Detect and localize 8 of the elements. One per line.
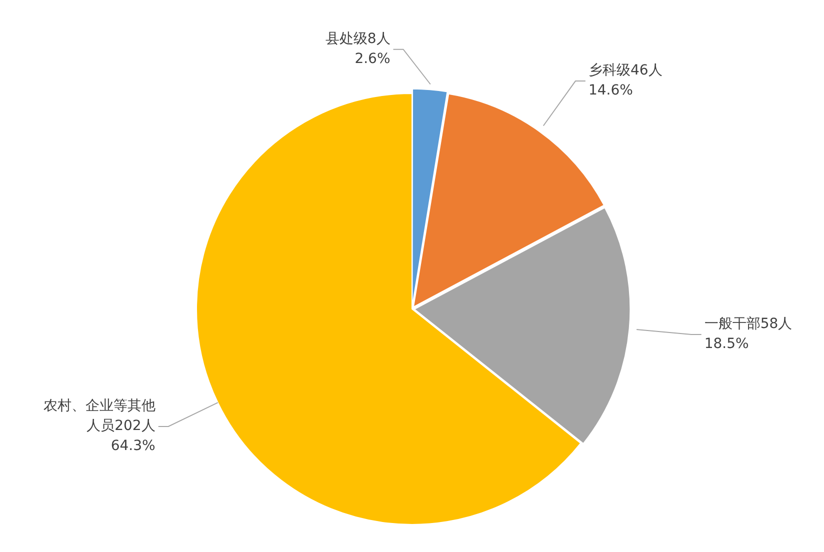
data-label: 18.5% bbox=[704, 336, 749, 352]
data-label: 14.6% bbox=[588, 82, 633, 99]
data-label: 2.6% bbox=[354, 51, 390, 68]
slice-label: 一般干部58人 bbox=[704, 316, 792, 332]
data-label: 64.3% bbox=[110, 438, 156, 454]
slice-label: 农村、企业等其他人员202人 bbox=[43, 398, 156, 434]
slice-label: 县处级8人 bbox=[325, 31, 390, 48]
slice-label: 乡科级46人 bbox=[588, 62, 662, 79]
